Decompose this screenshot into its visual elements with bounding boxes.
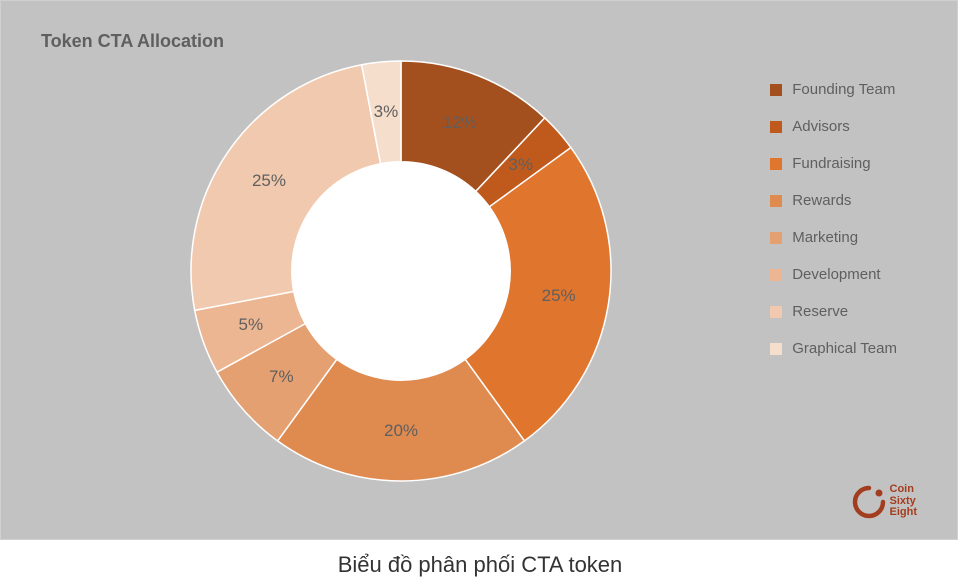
- chart-title: Token CTA Allocation: [41, 31, 224, 52]
- caption: Biểu đồ phân phối CTA token: [0, 540, 960, 578]
- legend-item-marketing: Marketing: [770, 229, 897, 246]
- slice-label-fundraising: 25%: [542, 286, 576, 306]
- logo-line3: Eight: [890, 507, 918, 519]
- slice-label-graphical-team: 3%: [374, 102, 399, 122]
- legend-label: Reserve: [792, 303, 848, 320]
- slice-label-rewards: 20%: [384, 421, 418, 441]
- legend-item-development: Development: [770, 266, 897, 283]
- legend-swatch: [770, 158, 782, 170]
- donut-chart: 12% 3% 25% 20% 7% 5% 25% 3%: [181, 51, 621, 491]
- legend-label: Marketing: [792, 229, 858, 246]
- chart-container: Token CTA Allocation 12% 3% 25% 20% 7% 5% 25% 3…: [0, 0, 958, 540]
- legend-label: Rewards: [792, 192, 851, 209]
- slice-label-founding-team: 12%: [443, 113, 477, 133]
- legend-item-founding-team: Founding Team: [770, 81, 897, 98]
- legend-item-advisors: Advisors: [770, 118, 897, 135]
- legend-label: Development: [792, 266, 880, 283]
- legend-label: Graphical Team: [792, 340, 897, 357]
- slice-label-advisors: 3%: [508, 155, 533, 175]
- brand-logo: Coin Sixty Eight: [852, 484, 918, 519]
- legend-swatch: [770, 195, 782, 207]
- slice-label-reserve: 25%: [252, 171, 286, 191]
- slice-label-development: 5%: [239, 315, 264, 335]
- legend-swatch: [770, 121, 782, 133]
- logo-text: Coin Sixty Eight: [890, 484, 918, 519]
- legend-swatch: [770, 232, 782, 244]
- legend-item-graphical-team: Graphical Team: [770, 340, 897, 357]
- donut-hole: [292, 162, 510, 380]
- legend-swatch: [770, 343, 782, 355]
- slice-label-marketing: 7%: [269, 367, 294, 387]
- logo-icon: [852, 485, 886, 519]
- legend-swatch: [770, 306, 782, 318]
- logo-row: Coin Sixty Eight: [852, 484, 918, 519]
- legend-item-fundraising: Fundraising: [770, 155, 897, 172]
- legend-label: Fundraising: [792, 155, 870, 172]
- legend-swatch: [770, 269, 782, 281]
- legend-item-rewards: Rewards: [770, 192, 897, 209]
- legend-label: Advisors: [792, 118, 850, 135]
- legend-label: Founding Team: [792, 81, 895, 98]
- legend-swatch: [770, 84, 782, 96]
- legend-item-reserve: Reserve: [770, 303, 897, 320]
- legend: Founding Team Advisors Fundraising Rewards M…: [770, 81, 897, 357]
